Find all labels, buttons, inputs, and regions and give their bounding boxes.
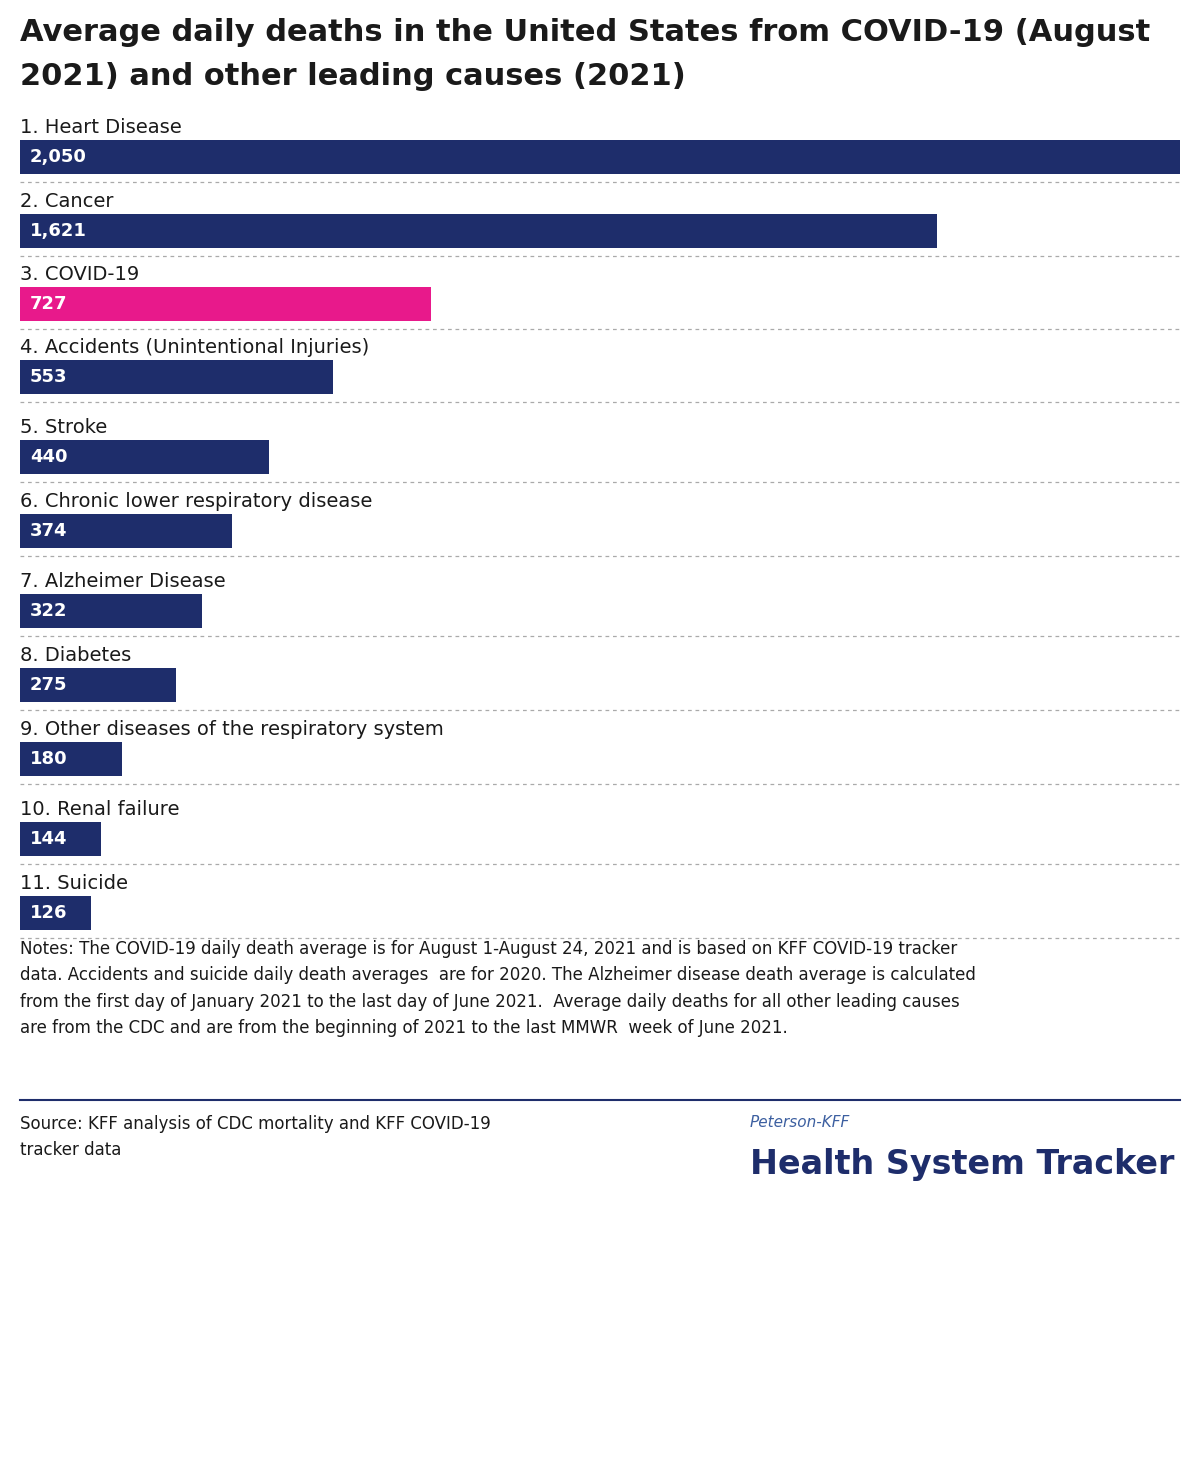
Text: 1. Heart Disease: 1. Heart Disease [20, 119, 181, 136]
FancyBboxPatch shape [20, 897, 91, 931]
Text: Notes: The COVID-19 daily death average is for August 1-August 24, 2021 and is b: Notes: The COVID-19 daily death average … [20, 940, 976, 1037]
Text: Source: KFF analysis of CDC mortality and KFF COVID-19
tracker data: Source: KFF analysis of CDC mortality an… [20, 1114, 491, 1159]
Text: 440: 440 [30, 448, 67, 465]
FancyBboxPatch shape [20, 514, 232, 548]
Text: 275: 275 [30, 676, 67, 694]
FancyBboxPatch shape [20, 288, 431, 322]
Text: 727: 727 [30, 295, 67, 313]
Text: Average daily deaths in the United States from COVID-19 (August: Average daily deaths in the United State… [20, 18, 1151, 47]
Text: 6. Chronic lower respiratory disease: 6. Chronic lower respiratory disease [20, 492, 372, 511]
Text: 7. Alzheimer Disease: 7. Alzheimer Disease [20, 572, 226, 591]
Text: 1,621: 1,621 [30, 222, 86, 240]
Text: 10. Renal failure: 10. Renal failure [20, 800, 180, 820]
FancyBboxPatch shape [20, 668, 175, 702]
FancyBboxPatch shape [20, 139, 1180, 173]
Text: 3. COVID-19: 3. COVID-19 [20, 265, 139, 285]
Text: 2,050: 2,050 [30, 148, 86, 166]
Text: 11. Suicide: 11. Suicide [20, 874, 128, 894]
FancyBboxPatch shape [20, 742, 122, 777]
Text: 8. Diabetes: 8. Diabetes [20, 646, 131, 665]
Text: 2. Cancer: 2. Cancer [20, 193, 114, 210]
Text: 4. Accidents (Unintentional Injuries): 4. Accidents (Unintentional Injuries) [20, 338, 370, 357]
Text: 5. Stroke: 5. Stroke [20, 418, 107, 437]
Text: 322: 322 [30, 602, 67, 619]
FancyBboxPatch shape [20, 360, 332, 394]
Text: Peterson-KFF: Peterson-KFF [750, 1114, 851, 1129]
Text: Health System Tracker: Health System Tracker [750, 1149, 1175, 1181]
Text: 144: 144 [30, 830, 67, 848]
FancyBboxPatch shape [20, 823, 102, 857]
Text: 180: 180 [30, 750, 67, 768]
Text: 553: 553 [30, 368, 67, 385]
FancyBboxPatch shape [20, 213, 937, 247]
Text: 9. Other diseases of the respiratory system: 9. Other diseases of the respiratory sys… [20, 720, 444, 740]
Text: 126: 126 [30, 904, 67, 922]
Text: 374: 374 [30, 522, 67, 539]
Text: 2021) and other leading causes (2021): 2021) and other leading causes (2021) [20, 62, 685, 90]
FancyBboxPatch shape [20, 440, 269, 474]
FancyBboxPatch shape [20, 594, 203, 628]
